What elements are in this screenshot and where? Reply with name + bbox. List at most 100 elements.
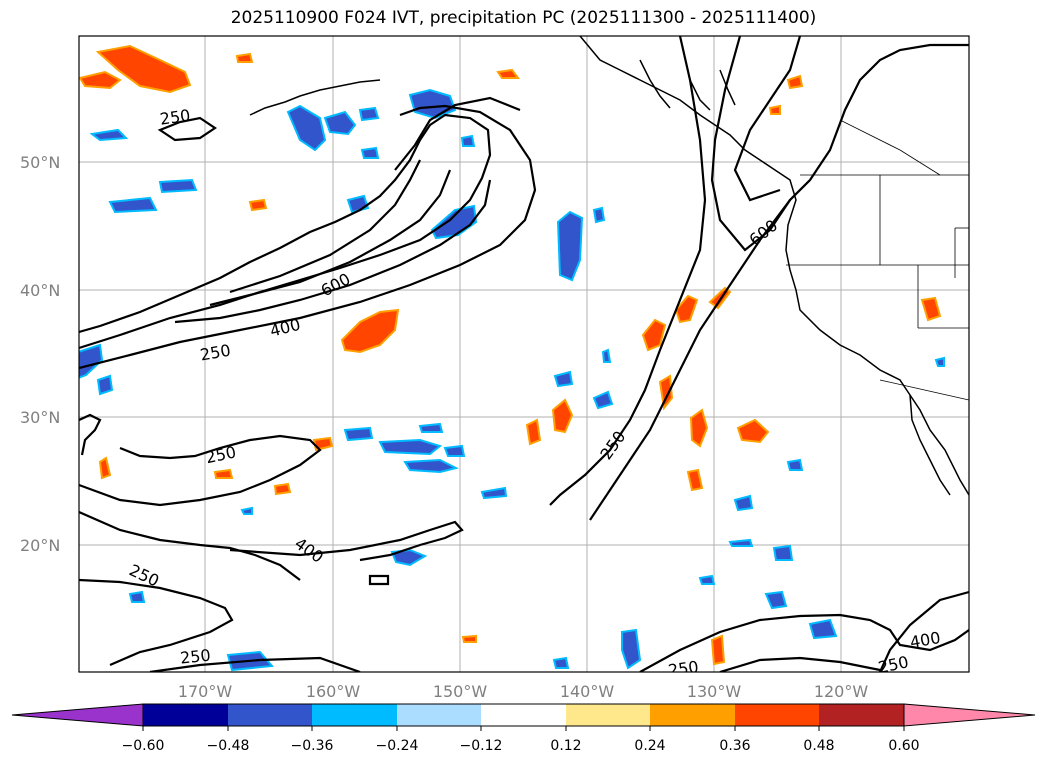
precip-blob bbox=[552, 656, 570, 669]
colorbar-tick-label: −0.48 bbox=[207, 738, 250, 754]
colorbar-tick-label: −0.60 bbox=[122, 738, 165, 754]
lon-label: 150°W bbox=[433, 682, 488, 701]
precip-blob bbox=[430, 204, 478, 240]
lat-label: 40°N bbox=[20, 281, 60, 300]
lat-label: 20°N bbox=[20, 536, 60, 555]
lon-label: 160°W bbox=[306, 682, 361, 701]
colorbar: −0.60 −0.48 −0.36 −0.24 −0.12 0.12 0.24 … bbox=[11, 703, 1036, 754]
precip-blob bbox=[689, 408, 709, 448]
lon-label: 120°W bbox=[814, 682, 869, 701]
precip-blob bbox=[240, 506, 253, 515]
precip-blob bbox=[461, 634, 477, 643]
precip-blob bbox=[235, 52, 254, 63]
precip-blob bbox=[772, 544, 794, 561]
precip-blob bbox=[556, 210, 584, 282]
precip-blob bbox=[96, 374, 114, 396]
colorbar-tick-label: 0.36 bbox=[719, 738, 750, 754]
colorbar-tick-label: 0.24 bbox=[634, 738, 665, 754]
map-background bbox=[79, 36, 969, 672]
precip-blob bbox=[786, 74, 804, 90]
precip-blob bbox=[343, 426, 374, 442]
precip-blob bbox=[443, 444, 466, 457]
ivt-contours bbox=[79, 36, 969, 672]
precip-blob bbox=[480, 486, 508, 500]
contour-label: 250 bbox=[876, 652, 910, 677]
precip-blob bbox=[686, 468, 704, 492]
lon-label: 140°W bbox=[560, 682, 615, 701]
colorbar-segment bbox=[735, 704, 819, 726]
precip-blob bbox=[786, 458, 804, 471]
precip-blob bbox=[934, 356, 945, 367]
map-title: 2025110900 F024 IVT, precipitation PC (2… bbox=[230, 8, 817, 28]
lat-label: 50°N bbox=[20, 153, 60, 172]
precip-blob bbox=[273, 482, 292, 496]
precip-blob bbox=[496, 68, 520, 79]
lat-label: 30°N bbox=[20, 408, 60, 427]
precip-blob bbox=[89, 128, 129, 142]
colorbar-segment bbox=[312, 704, 397, 726]
coastline bbox=[249, 36, 969, 496]
colorbar-segment bbox=[819, 704, 904, 726]
precip-blob bbox=[601, 348, 612, 363]
precip-blob bbox=[158, 178, 198, 194]
precip-blob bbox=[551, 398, 574, 434]
precip-blob bbox=[733, 494, 754, 512]
precip-blob bbox=[592, 206, 606, 224]
colorbar-tick-label: −0.24 bbox=[376, 738, 419, 754]
contour-label: 250 bbox=[667, 657, 700, 680]
precip-blob bbox=[358, 106, 380, 122]
colorbar-tick-label: 0.60 bbox=[888, 738, 919, 754]
colorbar-segment bbox=[228, 704, 312, 726]
colorbar-tick-label: −0.12 bbox=[460, 738, 503, 754]
colorbar-segment bbox=[566, 704, 650, 726]
colorbar-tick-label: −0.36 bbox=[291, 738, 334, 754]
precip-blob bbox=[658, 374, 674, 411]
precip-blob bbox=[525, 418, 542, 446]
precip-blob bbox=[553, 370, 574, 388]
state-borders bbox=[786, 119, 969, 401]
colorbar-segment bbox=[650, 704, 735, 726]
precip-blob bbox=[286, 104, 327, 152]
colorbar-tick-label: 0.48 bbox=[803, 738, 834, 754]
colorbar-segment bbox=[397, 704, 481, 726]
precip-blob bbox=[378, 438, 443, 456]
precip-blob bbox=[460, 134, 476, 147]
precip-blob bbox=[79, 343, 104, 379]
precip-blob bbox=[920, 296, 942, 322]
lon-label: 130°W bbox=[687, 682, 742, 701]
precip-blob bbox=[323, 110, 357, 136]
positive-precip-anomalies bbox=[79, 44, 942, 666]
precip-blob bbox=[808, 618, 838, 640]
precip-blob bbox=[710, 634, 726, 666]
colorbar-tick-label: 0.12 bbox=[550, 738, 581, 754]
precip-blob bbox=[346, 194, 370, 214]
precip-blob bbox=[698, 574, 716, 585]
contour-label: 250 bbox=[159, 106, 192, 129]
precip-blob bbox=[340, 308, 400, 354]
precip-blob bbox=[360, 146, 380, 159]
precip-blob bbox=[768, 104, 781, 115]
precip-blob bbox=[592, 390, 614, 410]
colorbar-max-extend bbox=[903, 703, 1036, 727]
lon-label: 170°W bbox=[178, 682, 233, 701]
gridlines bbox=[79, 36, 969, 672]
precip-blob bbox=[108, 196, 158, 214]
precip-blob bbox=[641, 318, 667, 352]
map-frame bbox=[78, 35, 970, 673]
precip-blob bbox=[728, 538, 754, 547]
precip-blob bbox=[621, 628, 642, 670]
precip-blob bbox=[764, 590, 788, 610]
precip-blob bbox=[248, 198, 268, 212]
precip-blob bbox=[95, 44, 192, 94]
precip-blob bbox=[213, 468, 234, 479]
colorbar-segment bbox=[143, 704, 228, 726]
precip-blob bbox=[403, 458, 459, 474]
contour-label: 250 bbox=[179, 646, 211, 668]
negative-precip-anomalies bbox=[79, 88, 945, 672]
precip-blob bbox=[128, 590, 146, 603]
precip-blob bbox=[418, 422, 444, 433]
precip-blob bbox=[98, 456, 112, 480]
precip-blob bbox=[736, 418, 770, 444]
precip-blob bbox=[79, 70, 122, 90]
